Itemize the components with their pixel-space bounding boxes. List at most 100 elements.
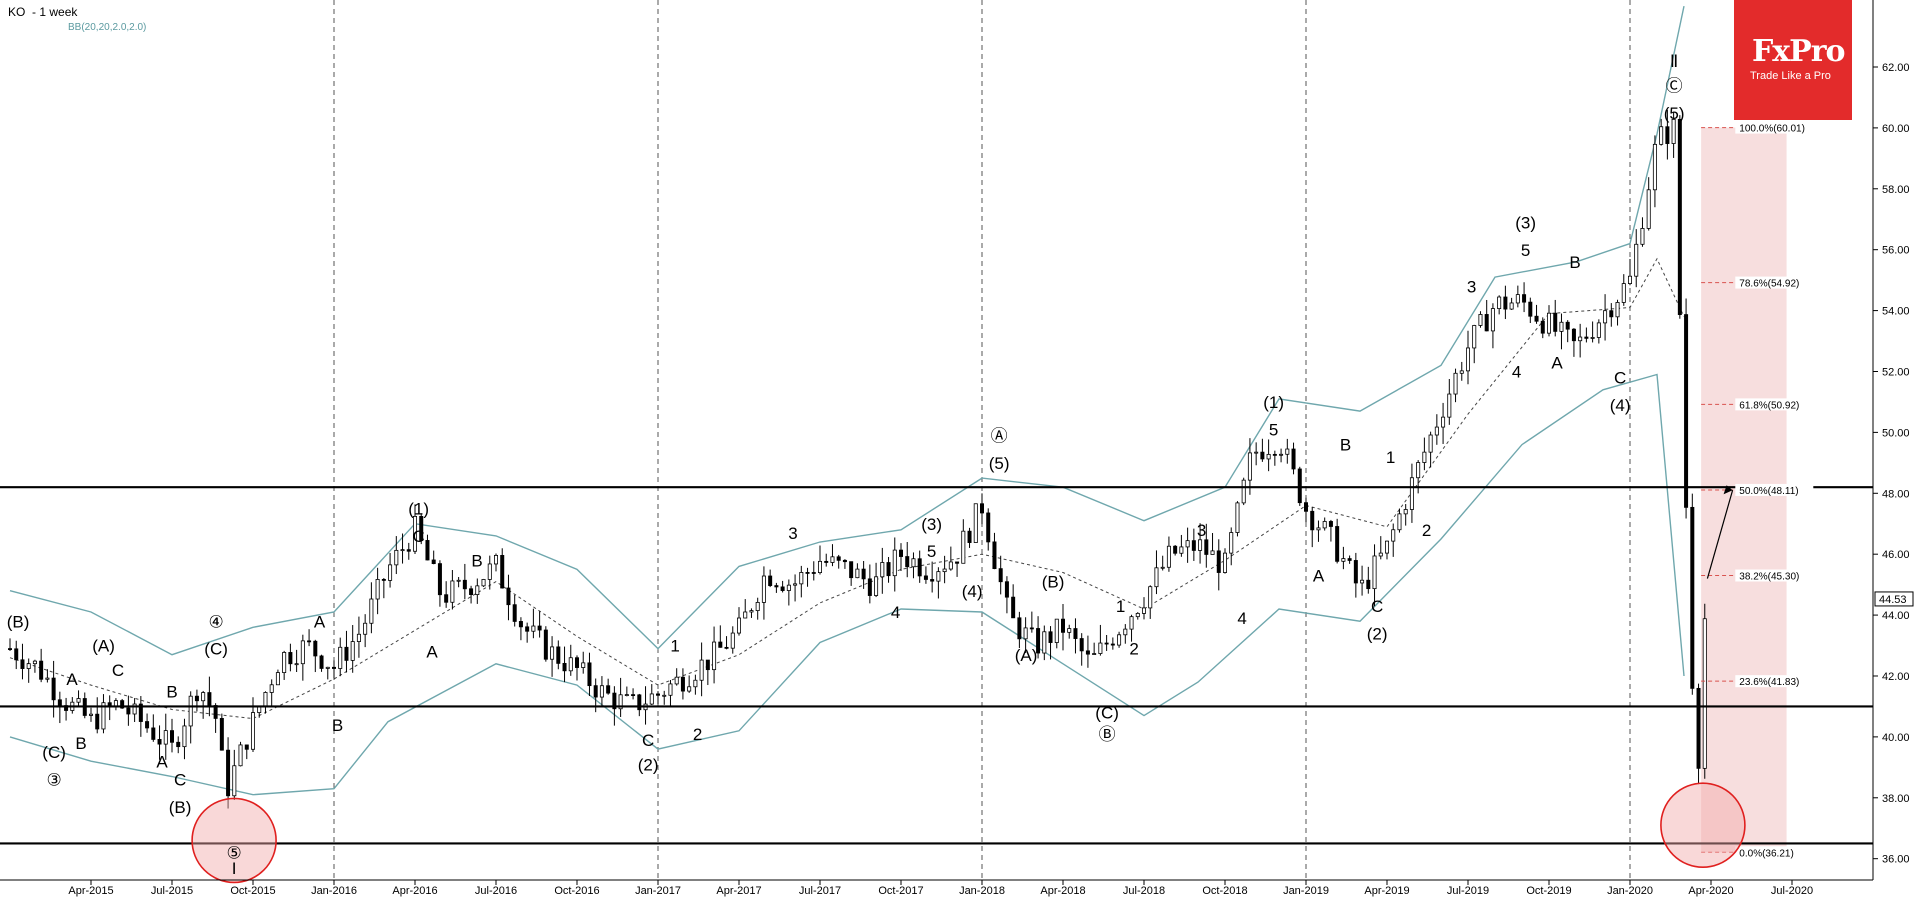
candle-body <box>182 725 187 748</box>
candle-body <box>194 695 199 702</box>
x-tick-label: Jan-2017 <box>635 885 681 897</box>
candle-body <box>942 568 947 573</box>
fib-label-bg <box>1735 846 1814 859</box>
wave-label: Ⅱ <box>1670 52 1678 71</box>
candle-body <box>699 659 704 681</box>
chart-symbol: KO - 1 week <box>8 5 77 19</box>
x-tick-label: Apr-2016 <box>392 885 437 897</box>
candle-body <box>1409 477 1414 510</box>
candle-body <box>755 602 760 611</box>
y-tick-label: 60.00 <box>1882 123 1910 135</box>
candle-body <box>1347 558 1352 561</box>
wave-label: B <box>332 716 343 735</box>
candle-body <box>1372 555 1377 590</box>
candle-body <box>680 676 685 692</box>
timeframe-label: - 1 week <box>32 5 78 19</box>
wave-label: 1 <box>1116 597 1125 616</box>
logo-tagline: Trade Like a Pro <box>1750 70 1831 82</box>
candle-body <box>1154 567 1159 588</box>
candle-body <box>1428 434 1433 453</box>
candle-body <box>475 585 480 596</box>
wave-label: 5 <box>927 542 936 561</box>
candle-body <box>1216 550 1221 573</box>
candle-body <box>1534 315 1539 322</box>
highlight-circle <box>1660 782 1746 868</box>
wave-label: A <box>66 670 78 689</box>
candle-body <box>705 659 710 671</box>
candle-body <box>300 640 305 665</box>
candle-body <box>381 579 386 581</box>
fib-label-bg <box>1735 398 1814 411</box>
candle-body <box>412 515 417 552</box>
candle-body <box>1135 613 1140 618</box>
bb-upper <box>9 5 1685 656</box>
candle-body <box>724 646 729 649</box>
wave-label: (B) <box>1042 573 1065 592</box>
candle-body <box>169 730 174 743</box>
candle-body <box>363 622 368 635</box>
candle-body <box>1036 628 1041 654</box>
x-tick-label: Jan-2016 <box>311 885 357 897</box>
y-tick-label: 40.00 <box>1882 732 1910 744</box>
candle-body <box>1459 370 1464 374</box>
y-tick-label: 54.00 <box>1882 306 1910 318</box>
candle-body <box>1403 509 1408 515</box>
candle-body <box>1684 314 1689 508</box>
fib-level-label: 50.0%(48.11) <box>1739 486 1798 497</box>
candle-body <box>905 556 910 568</box>
candle-body <box>1466 347 1471 372</box>
candle-body <box>874 576 879 596</box>
wave-label: C <box>112 661 124 680</box>
candle-body <box>1279 453 1284 456</box>
candle-body <box>568 657 573 672</box>
candle-body <box>201 692 206 702</box>
candle-body <box>1528 301 1533 317</box>
wave-label: 2 <box>1129 640 1138 659</box>
candle-body <box>350 641 355 661</box>
fib-level-label: 38.2%(45.30) <box>1739 572 1799 583</box>
candle-body <box>263 692 268 708</box>
x-tick-label: Jan-2018 <box>959 885 1005 897</box>
wave-label: B <box>1340 436 1351 455</box>
candle-body <box>930 579 935 582</box>
candle-body <box>599 685 604 698</box>
candle-body <box>892 549 897 577</box>
candle-body <box>737 617 742 634</box>
candle-body <box>275 672 280 686</box>
candle-body <box>101 702 106 730</box>
candle-body <box>244 744 249 750</box>
candle-body <box>232 765 237 797</box>
candle-body <box>282 652 287 673</box>
candle-body <box>537 625 542 631</box>
candle-body <box>786 584 791 591</box>
candle-body <box>712 641 717 671</box>
y-tick-label: 44.00 <box>1882 610 1910 622</box>
candle-body <box>668 683 673 696</box>
x-tick-label: Apr-2015 <box>68 885 113 897</box>
candle-body <box>406 549 411 552</box>
candle-body <box>1004 581 1009 598</box>
candle-body <box>1453 372 1458 395</box>
candle-body <box>506 587 511 606</box>
candle-body <box>911 558 916 568</box>
candle-body <box>818 560 823 573</box>
candle-body <box>269 684 274 693</box>
wave-label: (2) <box>1367 624 1388 643</box>
candle-body <box>1553 312 1558 332</box>
candle-body <box>1615 302 1620 318</box>
y-tick-label: 48.00 <box>1882 488 1910 500</box>
wave-label: (5) <box>989 454 1010 473</box>
candle-body <box>1509 302 1514 310</box>
candle-body <box>1621 283 1626 303</box>
candle-body <box>531 625 536 632</box>
candle-body <box>20 659 25 669</box>
wave-label: ③ <box>46 771 61 790</box>
wave-label: 5 <box>1269 420 1278 439</box>
candle-body <box>743 611 748 619</box>
candle-body <box>780 586 785 591</box>
x-tick-label: Jul-2018 <box>1123 885 1165 897</box>
candle-body <box>855 568 860 579</box>
candle-body <box>581 662 586 668</box>
x-tick-label: Apr-2019 <box>1364 885 1409 897</box>
candle-body <box>163 730 168 745</box>
